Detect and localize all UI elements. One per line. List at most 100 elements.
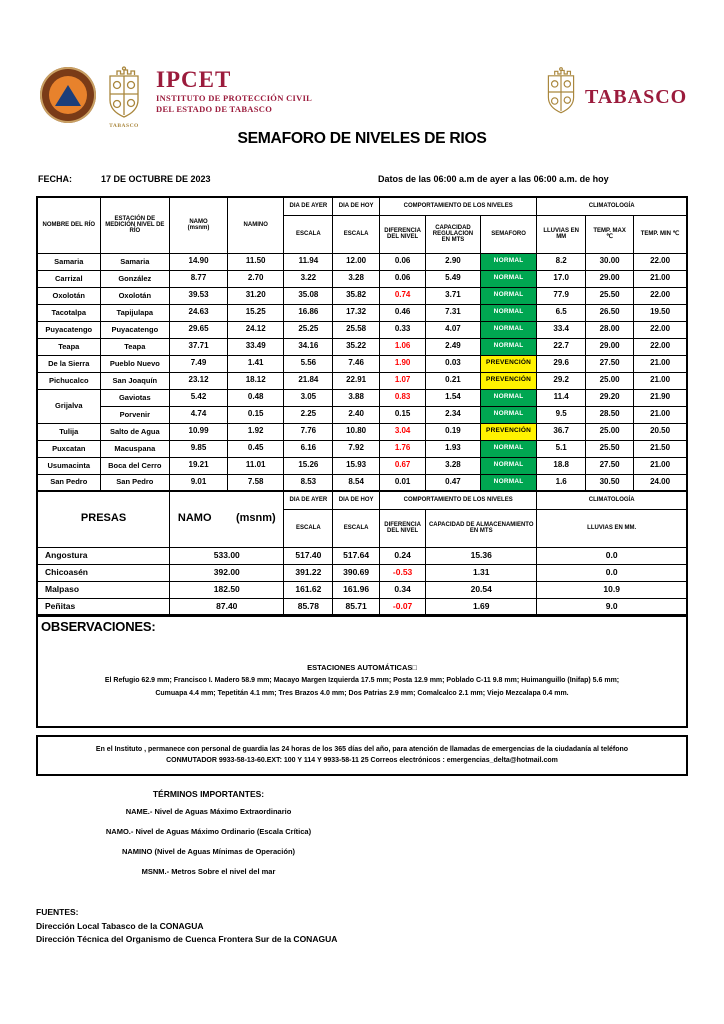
fecha-label: FECHA: — [38, 174, 72, 184]
river-name-cell: Puxcatan — [36, 439, 101, 458]
table-cell: 21.84 — [283, 371, 334, 390]
table-cell: 27.50 — [585, 456, 635, 475]
col-header-presas-escala-hoy: ESCALA — [332, 508, 381, 548]
river-row: Tacotalpa Tapijulapa 24.63 15.25 16.86 17.32 0… — [36, 303, 688, 322]
table-cell: 3.05 — [283, 388, 334, 407]
table-cell: 22.7 — [536, 337, 587, 356]
terminos-section: TÉRMINOS IMPORTANTES: NAME.- Nivel de Ag… — [36, 789, 381, 876]
col-header-capacidad: CAPACIDAD REGULACION EN MTS — [425, 214, 481, 254]
table-cell: 1.6 — [536, 473, 587, 492]
col-header-estacion: ESTACIÓN DE MEDICIÓN NIVEL DE RÍO — [99, 196, 171, 254]
shield-caption: TABASCO — [109, 123, 139, 129]
table-cell: 25.50 — [585, 286, 635, 305]
header-branding-right: TABASCO — [543, 66, 687, 118]
ipcet-acronym: IPCET — [156, 67, 232, 92]
dams-table: PRESAS NAMO (msnm) DIA DE AYER DIA DE HO… — [36, 490, 688, 616]
table-cell: 3.22 — [283, 269, 334, 288]
table-cell: 29.00 — [585, 337, 635, 356]
table-cell: 1.41 — [226, 354, 285, 373]
river-row: San Pedro San Pedro 9.01 7.58 8.53 8.54 0.01 0.… — [36, 473, 688, 492]
table-cell: 10.9 — [536, 580, 688, 599]
diferencia-cell: 0.74 — [379, 286, 427, 305]
table-cell: 4.07 — [425, 320, 481, 339]
table-cell: 77.9 — [536, 286, 587, 305]
station-name-cell: Macuspana — [99, 439, 171, 458]
termino-namo: NAMO.- Nivel de Aguas Máximo Ordinario (… — [105, 827, 312, 837]
diferencia-cell: 0.15 — [379, 405, 427, 424]
table-cell: 392.00 — [169, 563, 285, 582]
table-cell: 9.01 — [169, 473, 228, 492]
dam-row: Angostura 533.00 517.40 517.64 0.24 15.36 0.0 — [36, 546, 688, 565]
col-header-namino: NAMINO — [226, 196, 285, 254]
table-cell: 35.08 — [283, 286, 334, 305]
table-cell: 7.31 — [425, 303, 481, 322]
ipcet-subtitle: INSTITUTO DE PROTECCIÓN CIVIL DEL ESTADO… — [156, 93, 312, 114]
instituto-line2: CONMUTADOR 9933-58-13-60.EXT: 100 Y 114 … — [166, 757, 558, 765]
table-cell: 15.26 — [283, 456, 334, 475]
table-cell: 3.88 — [332, 388, 381, 407]
dam-name-cell: Angostura — [36, 546, 171, 565]
emblem-triangle-icon — [55, 84, 81, 106]
table-cell: 8.2 — [536, 252, 587, 271]
ipcet-line1: INSTITUTO DE PROTECCIÓN CIVIL — [156, 93, 313, 103]
semaforo-cell: NORMAL — [479, 286, 538, 305]
diferencia-cell: 0.34 — [379, 580, 427, 599]
table-cell: 28.50 — [585, 405, 635, 424]
col-header-presas-comportamiento: COMPORTAMIENTO DE LOS NIVELES — [379, 490, 538, 510]
river-name-cell: Grijalva — [36, 388, 101, 424]
table-cell: 1.93 — [425, 439, 481, 458]
river-row: Porvenir 4.74 0.15 2.25 2.40 0.15 2.34 NORMAL 9.… — [37, 405, 688, 424]
col-header-presas-namo: NAMO (msnm) — [169, 490, 285, 548]
termino-msnm: MSNM.- Metros Sobre el nivel del mar — [141, 867, 276, 877]
table-cell: 390.69 — [332, 563, 381, 582]
table-cell: 161.62 — [283, 580, 334, 599]
station-name-cell: González — [99, 269, 171, 288]
table-cell: 25.50 — [585, 439, 635, 458]
table-cell: 2.49 — [425, 337, 481, 356]
table-cell: 5.56 — [283, 354, 334, 373]
table-cell: 29.6 — [536, 354, 587, 373]
station-name-cell: Teapa — [99, 337, 171, 356]
table-cell: 23.12 — [169, 371, 228, 390]
table-cell: 22.00 — [633, 252, 688, 271]
river-name-cell: Oxolotán — [36, 286, 101, 305]
table-cell: 7.46 — [332, 354, 381, 373]
termino-namino: NAMINO (Nivel de Aguas Mínimas de Operac… — [121, 847, 296, 857]
table-cell: 9.85 — [169, 439, 228, 458]
diferencia-cell: 0.01 — [379, 473, 427, 492]
table-cell: 29.00 — [585, 269, 635, 288]
table-cell: 25.25 — [283, 320, 334, 339]
table-cell: 0.03 — [425, 354, 481, 373]
ipcet-line2: DEL ESTADO DE TABASCO — [156, 103, 273, 114]
table-cell: 1.69 — [425, 597, 538, 616]
river-row: Samaria Samaria 14.90 11.50 11.94 12.00 0.06 2.… — [36, 252, 688, 271]
table-cell: 18.8 — [536, 456, 587, 475]
table-cell: 24.12 — [226, 320, 285, 339]
table-cell: 29.65 — [169, 320, 228, 339]
dam-name-cell: Malpaso — [36, 580, 171, 599]
tabasco-coat-of-arms-left: TABASCO — [104, 66, 144, 129]
semaforo-cell: PREVENCIÓN — [479, 422, 538, 441]
station-name-cell: Gaviotas — [99, 388, 171, 407]
table-cell: 11.4 — [536, 388, 587, 407]
fuentes-section: FUENTES: Dirección Local Tabasco de la C… — [36, 906, 688, 946]
table-cell: 36.7 — [536, 422, 587, 441]
table-cell: 2.25 — [283, 405, 334, 424]
table-cell: 0.19 — [425, 422, 481, 441]
col-header-temp-max: TEMP. MAX ℃ — [585, 214, 635, 254]
tabasco-coat-of-arms-right — [547, 67, 575, 114]
table-cell: 21.50 — [633, 439, 688, 458]
semaforo-cell: NORMAL — [479, 269, 538, 288]
station-name-cell: Boca del Cerro — [99, 456, 171, 475]
dams-table-body: Angostura 533.00 517.40 517.64 0.24 15.36 0.0 C… — [36, 546, 688, 616]
river-row: Carrizal González 8.77 2.70 3.22 3.28 0.06 5.49… — [36, 269, 688, 288]
table-cell: 15.93 — [332, 456, 381, 475]
table-cell: 7.58 — [226, 473, 285, 492]
rivers-table: NOMBRE DEL RÍO ESTACIÓN DE MEDICIÓN NIVE… — [36, 196, 688, 492]
table-cell: 22.00 — [633, 337, 688, 356]
table-cell: 24.63 — [169, 303, 228, 322]
table-cell: 34.16 — [283, 337, 334, 356]
table-cell: 30.50 — [585, 473, 635, 492]
instituto-line1: En el Instituto , permanece con personal… — [95, 746, 629, 753]
